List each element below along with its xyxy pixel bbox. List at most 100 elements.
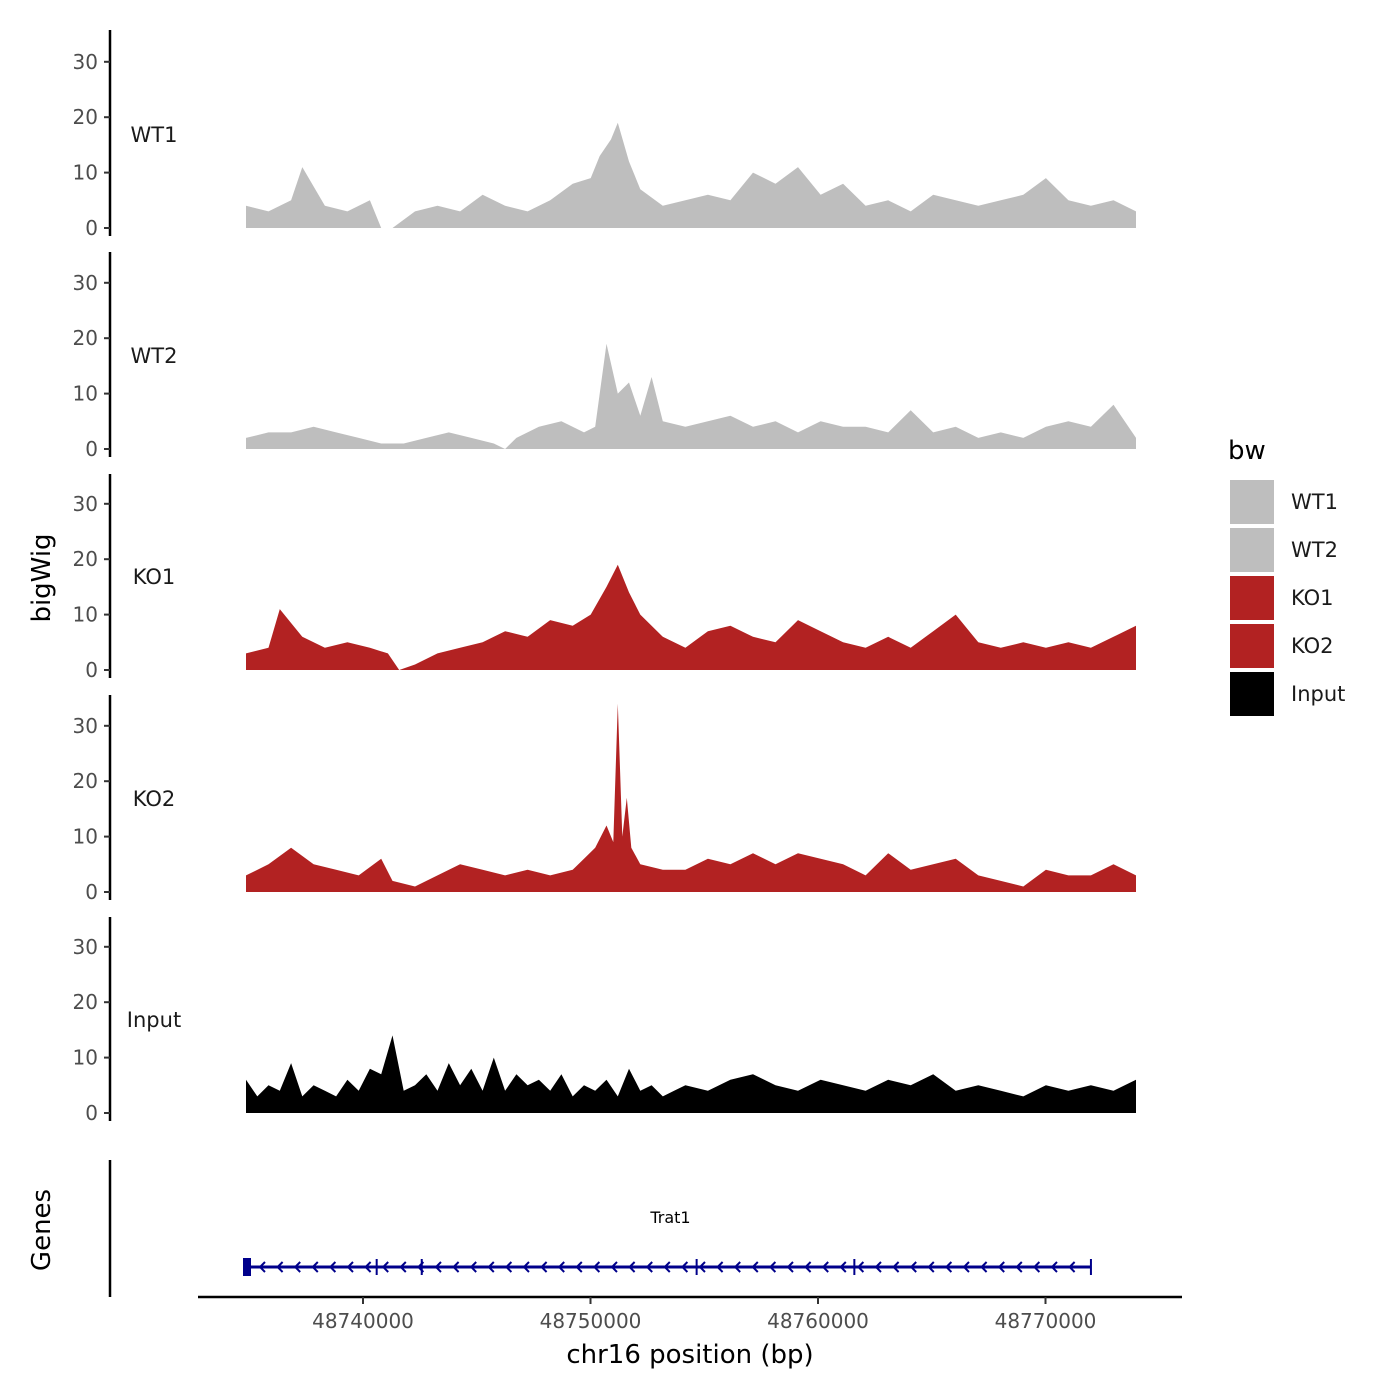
track-label-ko2: KO2 bbox=[133, 787, 176, 811]
strand-arrow bbox=[733, 1261, 741, 1273]
strand-arrow bbox=[258, 1261, 266, 1273]
strand-arrow bbox=[328, 1261, 337, 1273]
strand-arrow bbox=[804, 1261, 812, 1273]
legend-swatch-wt2 bbox=[1230, 528, 1274, 572]
legend-swatch-wt1 bbox=[1230, 480, 1274, 524]
strand-arrow bbox=[522, 1261, 530, 1273]
track-label-wt1: WT1 bbox=[131, 123, 178, 147]
y-tick-label: 0 bbox=[85, 437, 98, 461]
strand-arrow bbox=[874, 1261, 882, 1273]
y-tick-label: 20 bbox=[73, 105, 98, 129]
legend-swatch-ko2 bbox=[1230, 624, 1274, 668]
legend-label-ko2: KO2 bbox=[1291, 634, 1334, 658]
strand-arrow bbox=[1050, 1261, 1058, 1273]
strand-arrow bbox=[997, 1261, 1005, 1273]
track-ko1: 0 10 20 30 KO1 bbox=[73, 474, 1136, 682]
strand-arrow bbox=[592, 1261, 601, 1273]
y-tick-label: 10 bbox=[73, 603, 98, 627]
strand-arrow bbox=[716, 1261, 724, 1273]
strand-arrow bbox=[610, 1261, 618, 1273]
y-tick-label: 20 bbox=[73, 326, 98, 350]
legend-swatch-input bbox=[1230, 672, 1274, 716]
x-tick-label: 48770000 bbox=[995, 1309, 1097, 1333]
strand-arrow bbox=[1015, 1261, 1023, 1273]
x-tick-label: 48740000 bbox=[312, 1309, 414, 1333]
strand-arrow bbox=[786, 1261, 794, 1273]
signal-tracks: 0 10 20 30 WT1 0 10 20 30 WT2 0 10 20 30 KO1 0 10 20 30 KO2… bbox=[73, 30, 1136, 1125]
y-tick-label: 20 bbox=[73, 547, 98, 571]
strand-arrow bbox=[645, 1261, 653, 1273]
y-tick-label: 30 bbox=[73, 50, 98, 74]
strand-arrow bbox=[399, 1261, 407, 1273]
strand-arrow bbox=[751, 1261, 759, 1273]
strand-arrow bbox=[452, 1261, 460, 1273]
strand-arrow bbox=[276, 1261, 284, 1273]
signal-area-wt2 bbox=[246, 343, 1136, 449]
strand-arrow bbox=[768, 1261, 777, 1273]
y-tick-label: 30 bbox=[73, 714, 98, 738]
x-axis: 48740000 48750000 48760000 48770000 bbox=[198, 1295, 1182, 1333]
x-tick-label: 48750000 bbox=[540, 1309, 642, 1333]
strand-arrow bbox=[346, 1261, 354, 1273]
y-tick-label: 20 bbox=[73, 990, 98, 1014]
gene-exon bbox=[243, 1258, 251, 1276]
y-tick-label: 10 bbox=[73, 825, 98, 849]
strand-arrow bbox=[980, 1261, 988, 1273]
track-ko2: 0 10 20 30 KO2 bbox=[73, 695, 1136, 904]
strand-arrow bbox=[557, 1261, 565, 1273]
strand-arrow bbox=[575, 1261, 583, 1273]
gene-label: Trat1 bbox=[649, 1208, 690, 1227]
y-tick-label: 30 bbox=[73, 271, 98, 295]
track-label-ko1: KO1 bbox=[133, 565, 176, 589]
strand-arrow bbox=[856, 1261, 865, 1273]
strand-arrow bbox=[469, 1261, 477, 1273]
strand-arrow bbox=[892, 1261, 900, 1273]
y-tick-label: 20 bbox=[73, 769, 98, 793]
strand-arrow bbox=[487, 1261, 495, 1273]
strand-arrow bbox=[293, 1261, 301, 1273]
x-axis-title: chr16 position (bp) bbox=[566, 1340, 813, 1370]
genes-axis-title: Genes bbox=[27, 1189, 57, 1271]
y-tick-label: 10 bbox=[73, 1046, 98, 1070]
y-tick-label: 30 bbox=[73, 935, 98, 959]
track-input: 0 10 20 30 Input bbox=[73, 917, 1136, 1125]
strand-arrow bbox=[311, 1261, 319, 1273]
y-tick-label: 10 bbox=[73, 161, 98, 185]
y-axis-title: bigWig bbox=[27, 533, 57, 622]
track-wt1: 0 10 20 30 WT1 bbox=[73, 30, 1136, 240]
strand-arrow bbox=[839, 1261, 847, 1273]
track-label-input: Input bbox=[127, 1008, 181, 1032]
y-tick-label: 10 bbox=[73, 382, 98, 406]
signal-area-input bbox=[246, 1035, 1136, 1113]
legend-swatch-ko1 bbox=[1230, 576, 1274, 620]
legend-label-wt1: WT1 bbox=[1291, 490, 1338, 514]
signal-area-wt1 bbox=[246, 122, 1136, 228]
gene-track-panel: Trat1 bbox=[108, 1160, 1092, 1297]
y-tick-label: 0 bbox=[85, 216, 98, 240]
track-label-wt2: WT2 bbox=[131, 344, 178, 368]
strand-arrow bbox=[416, 1261, 425, 1273]
strand-arrow bbox=[1068, 1261, 1076, 1273]
legend-title: bw bbox=[1228, 436, 1266, 466]
signal-area-ko1 bbox=[246, 564, 1136, 670]
strand-arrow bbox=[504, 1261, 513, 1273]
strand-arrow bbox=[927, 1261, 935, 1273]
y-tick-label: 30 bbox=[73, 492, 98, 516]
strand-arrow bbox=[1032, 1261, 1041, 1273]
strand-arrow bbox=[944, 1261, 953, 1273]
y-tick-label: 0 bbox=[85, 1101, 98, 1125]
y-tick-label: 0 bbox=[85, 658, 98, 682]
strand-arrow bbox=[680, 1261, 689, 1273]
strand-arrow bbox=[434, 1261, 442, 1273]
y-tick-label: 0 bbox=[85, 880, 98, 904]
strand-arrow bbox=[628, 1261, 636, 1273]
signal-area-ko2 bbox=[246, 703, 1136, 892]
strand-arrow bbox=[381, 1261, 389, 1273]
strand-arrow bbox=[909, 1261, 917, 1273]
legend: bw WT1 WT2 KO1 KO2 Input bbox=[1228, 436, 1345, 716]
strand-arrow bbox=[821, 1261, 829, 1273]
legend-label-ko1: KO1 bbox=[1291, 586, 1334, 610]
strand-arrow bbox=[698, 1261, 706, 1273]
legend-label-input: Input bbox=[1291, 682, 1345, 706]
